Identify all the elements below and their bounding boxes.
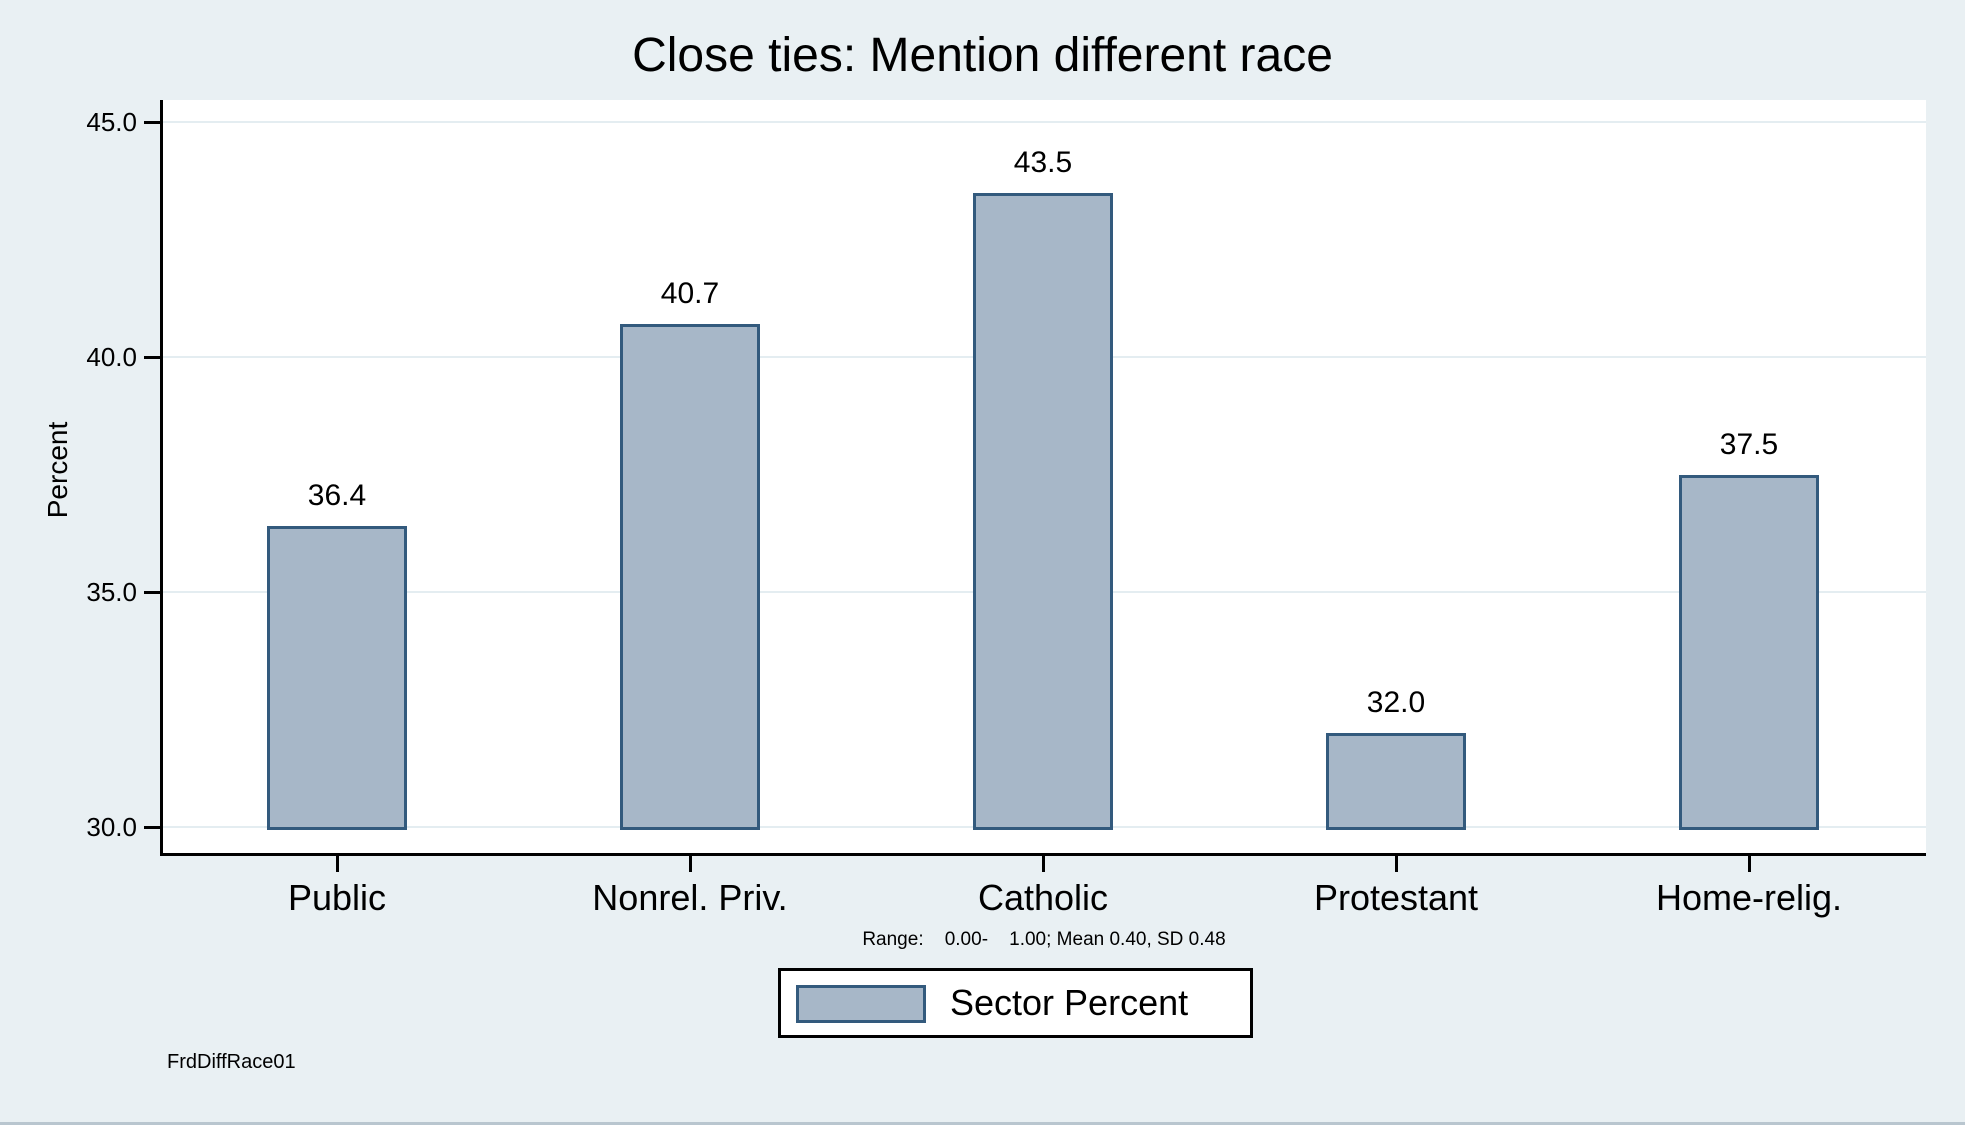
- legend-swatch: [796, 985, 926, 1023]
- bar-value-label-public: 36.4: [307, 479, 367, 513]
- bar-public: [267, 526, 407, 830]
- x-axis-line: [160, 853, 1926, 856]
- y-tick-label: 40.0: [86, 342, 137, 372]
- x-tick-mark: [1748, 856, 1751, 872]
- y-tick-mark: [144, 356, 161, 359]
- y-tick-mark: [144, 121, 161, 124]
- y-tick-mark: [144, 826, 161, 829]
- x-tick-mark: [689, 856, 692, 872]
- category-label-nonrel-priv: Nonrel. Priv.: [592, 877, 788, 918]
- bar-protestant: [1326, 733, 1466, 830]
- x-tick-mark: [1395, 856, 1398, 872]
- bar-value-label-home-relig: 37.5: [1719, 427, 1779, 461]
- y-axis-title: Percent: [42, 421, 73, 519]
- category-label-public: Public: [287, 877, 387, 918]
- bar-home-relig: [1679, 474, 1819, 830]
- y-tick-label: 30.0: [86, 812, 137, 842]
- bar-catholic: [973, 192, 1113, 830]
- chart-title: Close ties: Mention different race: [632, 29, 1333, 82]
- x-tick-mark: [336, 856, 339, 872]
- bar-value-label-protestant: 32.0: [1366, 686, 1426, 719]
- gridline-45.0: [163, 121, 1926, 123]
- corner-note: FrdDiffRace01: [167, 1051, 296, 1073]
- y-axis-line: [160, 100, 163, 856]
- window-bottom-edge: [0, 1122, 1965, 1125]
- bar-value-label-catholic: 43.5: [1013, 145, 1073, 179]
- bar-nonrel-priv: [620, 324, 760, 830]
- stats-note: Range: 0.00- 1.00; Mean 0.40, SD 0.48: [862, 929, 1226, 950]
- category-label-protestant: Protestant: [1313, 877, 1479, 918]
- category-label-home-relig: Home-relig.: [1655, 877, 1843, 918]
- y-tick-label: 45.0: [86, 107, 137, 137]
- x-tick-mark: [1042, 856, 1045, 872]
- legend-label: Sector Percent: [950, 982, 1189, 1023]
- y-tick-mark: [144, 591, 161, 594]
- category-label-catholic: Catholic: [977, 877, 1109, 918]
- legend-box: Sector Percent: [778, 968, 1253, 1038]
- y-tick-label: 35.0: [86, 577, 137, 607]
- bar-value-label-nonrel-priv: 40.7: [660, 277, 720, 311]
